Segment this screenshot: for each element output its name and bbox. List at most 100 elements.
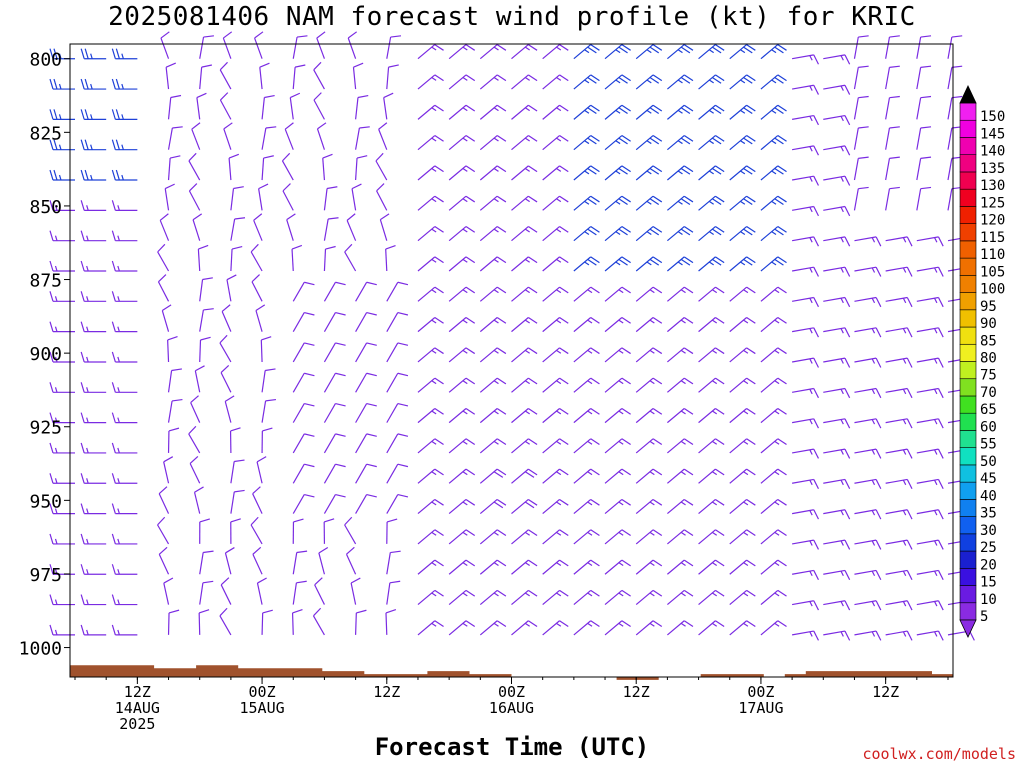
- wind-barb: [573, 317, 600, 333]
- wind-barb: [760, 165, 787, 181]
- wind-barb: [573, 44, 600, 60]
- y-tick-label: 825: [29, 123, 62, 144]
- wind-barb: [604, 620, 631, 636]
- wind-barb: [604, 347, 631, 363]
- wind-barb: [386, 35, 402, 59]
- wind-barb: [167, 427, 180, 453]
- wind-barb: [635, 377, 663, 393]
- wind-barb: [198, 609, 210, 635]
- wind-barb: [385, 244, 396, 272]
- wind-barb: [111, 78, 138, 90]
- colorbar-swatch: [959, 275, 977, 293]
- wind-barb: [386, 372, 409, 393]
- wind-barb: [542, 256, 569, 272]
- wind-barb: [885, 236, 913, 247]
- wind-barb: [667, 377, 694, 393]
- wind-barb: [159, 213, 170, 241]
- wind-barb: [355, 95, 369, 120]
- wind-barb: [760, 44, 787, 60]
- wind-barbs-layer: [49, 31, 975, 641]
- wind-barb: [230, 217, 246, 241]
- colorbar-swatch: [959, 447, 977, 466]
- wind-barb: [347, 31, 358, 59]
- colorbar-label: 90: [980, 316, 997, 332]
- wind-barb: [322, 153, 333, 181]
- wind-barb: [635, 135, 663, 151]
- wind-barb: [698, 620, 725, 636]
- wind-barb: [323, 518, 335, 544]
- wind-barb: [345, 546, 357, 575]
- wind-barb: [573, 468, 600, 484]
- wind-barb: [261, 126, 277, 150]
- wind-barb: [854, 569, 882, 581]
- wind-barb: [635, 407, 663, 424]
- wind-barb: [511, 407, 538, 424]
- wind-barb: [252, 486, 263, 514]
- colorbar-label: 110: [980, 247, 1005, 263]
- y-tick-label: 875: [29, 271, 62, 292]
- wind-barb: [49, 78, 75, 90]
- wind-barb: [386, 493, 409, 514]
- y-tick-label: 1000: [19, 639, 62, 660]
- wind-barb: [853, 65, 869, 90]
- wind-barb: [885, 448, 913, 459]
- wind-barb: [760, 377, 787, 393]
- wind-barb: [282, 183, 294, 211]
- wind-barb: [49, 260, 75, 272]
- wind-barb: [760, 74, 787, 90]
- wind-barb: [158, 486, 170, 514]
- wind-barb: [885, 569, 913, 581]
- wind-barb: [292, 463, 315, 484]
- wind-barb: [916, 95, 932, 120]
- wind-barb: [511, 468, 538, 484]
- wind-barb: [220, 577, 232, 605]
- wind-barb: [604, 468, 631, 484]
- wind-barb: [165, 62, 176, 90]
- wind-barb: [760, 256, 787, 272]
- wind-barb: [885, 65, 900, 90]
- x-tick-label: 00Z: [249, 683, 276, 701]
- wind-barb: [323, 281, 346, 302]
- wind-barb: [111, 139, 138, 151]
- colorbar-swatch: [959, 223, 977, 242]
- wind-barb: [573, 165, 600, 181]
- wind-barb: [292, 433, 315, 454]
- wind-barb: [792, 296, 819, 308]
- wind-barb: [635, 620, 663, 636]
- wind-barb: [729, 74, 756, 90]
- colorbar-swatch: [959, 206, 977, 224]
- wind-barb: [760, 468, 787, 484]
- wind-barb: [219, 607, 232, 636]
- wind-barb: [542, 589, 569, 606]
- colorbar-swatch: [959, 119, 977, 138]
- wind-barb: [542, 104, 569, 120]
- wind-barb: [355, 402, 377, 423]
- wind-barb: [729, 529, 756, 545]
- wind-barb: [220, 365, 232, 393]
- wind-barb: [199, 336, 211, 362]
- wind-barb: [292, 342, 315, 363]
- wind-barb: [383, 92, 394, 120]
- wind-barb: [417, 256, 444, 272]
- wind-barb: [80, 260, 107, 272]
- wind-barb: [573, 256, 600, 272]
- wind-barb: [792, 600, 819, 611]
- wind-barb: [792, 205, 819, 217]
- wind-barb: [760, 286, 787, 302]
- wind-barb: [729, 135, 756, 151]
- wind-barb: [256, 577, 267, 605]
- wind-barb: [573, 74, 600, 90]
- wind-barb: [698, 104, 725, 120]
- wind-barb: [854, 539, 882, 550]
- wind-barb: [511, 498, 538, 515]
- wind-barb: [916, 630, 944, 641]
- wind-barb: [635, 438, 663, 454]
- wind-barb: [80, 321, 107, 333]
- wind-barb: [448, 256, 476, 272]
- wind-barb: [167, 336, 178, 362]
- wind-barb: [479, 498, 507, 515]
- wind-barb: [80, 230, 107, 242]
- colorbar-label: 30: [980, 523, 997, 539]
- wind-barb: [542, 286, 569, 302]
